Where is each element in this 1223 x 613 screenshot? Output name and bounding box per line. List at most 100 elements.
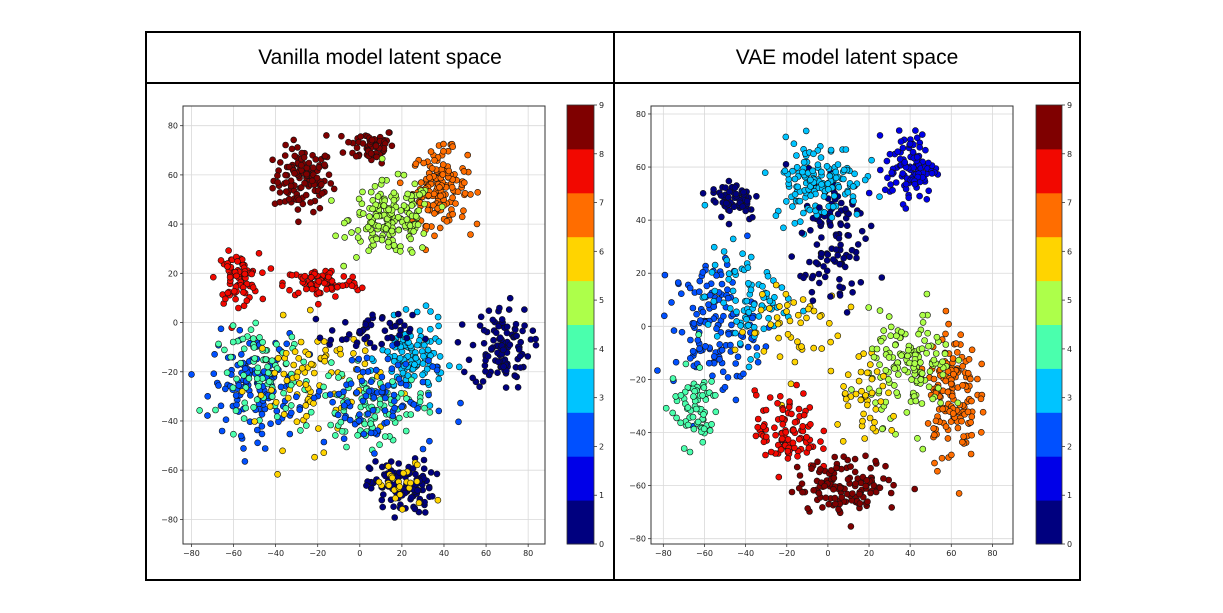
scatter-point bbox=[796, 218, 804, 225]
scatter-point bbox=[699, 190, 707, 197]
scatter-point bbox=[464, 151, 472, 159]
scatter-point bbox=[729, 235, 737, 243]
scatter-point bbox=[690, 320, 698, 327]
scatter-point bbox=[379, 384, 387, 391]
scatter-point bbox=[836, 484, 844, 492]
scatter-point bbox=[906, 140, 914, 148]
scatter-point bbox=[416, 327, 424, 335]
scatter-point bbox=[672, 358, 680, 366]
scatter-point bbox=[239, 335, 247, 343]
scatter-point bbox=[327, 336, 335, 344]
scatter-point bbox=[247, 326, 255, 334]
scatter-point bbox=[353, 144, 361, 152]
data-points bbox=[188, 129, 540, 521]
scatter-point bbox=[458, 213, 466, 221]
scatter-point bbox=[300, 358, 308, 366]
scatter-point bbox=[930, 425, 937, 432]
scatter-point bbox=[690, 425, 698, 433]
scatter-point bbox=[876, 132, 884, 139]
scatter-point bbox=[921, 337, 928, 344]
scatter-point bbox=[933, 333, 941, 341]
scatter-point bbox=[424, 206, 432, 214]
scatter-point bbox=[776, 353, 784, 361]
axes-frame bbox=[182, 105, 546, 545]
scatter-point bbox=[888, 426, 896, 434]
scatter-point bbox=[391, 404, 398, 412]
scatter-point bbox=[733, 308, 740, 316]
scatter-point bbox=[320, 438, 328, 446]
y-tick-label: 0 bbox=[641, 322, 646, 331]
colorbar-segment bbox=[567, 500, 594, 545]
scatter-point bbox=[417, 179, 425, 186]
scatter-point bbox=[779, 406, 787, 414]
scatter-point bbox=[241, 270, 249, 278]
scatter-point bbox=[291, 170, 298, 177]
scatter-point bbox=[454, 338, 462, 346]
scatter-point bbox=[876, 166, 884, 174]
scatter-point bbox=[394, 213, 402, 221]
scatter-point bbox=[287, 381, 295, 389]
scatter-point bbox=[407, 235, 415, 243]
scatter-point bbox=[339, 282, 347, 290]
scatter-point bbox=[385, 129, 393, 136]
scatter-point bbox=[892, 179, 900, 186]
scatter-point bbox=[404, 190, 412, 198]
scatter-point bbox=[279, 447, 286, 455]
scatter-point bbox=[877, 337, 885, 345]
scatter-point bbox=[369, 205, 376, 213]
scatter-point bbox=[865, 304, 873, 311]
scatter-point bbox=[721, 383, 729, 391]
scatter-point bbox=[783, 308, 790, 315]
scatter-point bbox=[789, 439, 797, 447]
scatter-point bbox=[371, 450, 378, 457]
scatter-point bbox=[895, 127, 903, 134]
scatter-point bbox=[302, 381, 310, 388]
scatter-point bbox=[857, 278, 865, 286]
scatter-point bbox=[240, 371, 247, 379]
scatter-point bbox=[816, 313, 824, 320]
scatter-point bbox=[293, 418, 301, 426]
scatter-point bbox=[835, 506, 842, 513]
scatter-point bbox=[795, 435, 803, 443]
colorbar-tick-label: 3 bbox=[1067, 394, 1072, 403]
scatter-point bbox=[272, 398, 280, 406]
scatter-point bbox=[253, 375, 261, 382]
scatter-point bbox=[862, 482, 870, 490]
scatter-point bbox=[276, 159, 284, 166]
scatter-point bbox=[876, 193, 883, 200]
scatter-point bbox=[262, 356, 270, 363]
scatter-point bbox=[881, 186, 889, 194]
scatter-point bbox=[800, 411, 808, 419]
scatter-point bbox=[407, 479, 414, 487]
scatter-point bbox=[281, 152, 289, 159]
scatter-point bbox=[511, 326, 519, 333]
scatter-point bbox=[926, 368, 934, 375]
scatter-point bbox=[321, 152, 329, 160]
scatter-point bbox=[269, 156, 276, 164]
scatter-point bbox=[274, 172, 281, 179]
scatter-point bbox=[885, 313, 893, 320]
scatter-point bbox=[230, 430, 237, 438]
scatter-point bbox=[923, 349, 930, 357]
scatter-point bbox=[784, 330, 792, 338]
scatter-point bbox=[240, 288, 247, 296]
scatter-point bbox=[396, 483, 403, 490]
scatter-point bbox=[394, 170, 402, 178]
scatter-point bbox=[378, 176, 386, 184]
scatter-point bbox=[502, 384, 510, 391]
scatter-point bbox=[827, 338, 834, 346]
scatter-point bbox=[224, 263, 231, 270]
scatter-point bbox=[959, 381, 966, 389]
scatter-point bbox=[686, 448, 694, 456]
scatter-point bbox=[426, 325, 434, 333]
scatter-point bbox=[718, 280, 726, 288]
scatter-point bbox=[849, 490, 856, 497]
scatter-point bbox=[944, 435, 952, 442]
scatter-point bbox=[713, 332, 721, 340]
colorbar-segment bbox=[567, 324, 594, 369]
scatter-point bbox=[217, 402, 225, 410]
scatter-point bbox=[777, 446, 785, 453]
scatter-point bbox=[395, 460, 403, 467]
scatter-point bbox=[261, 445, 269, 452]
scatter-point bbox=[949, 410, 957, 417]
